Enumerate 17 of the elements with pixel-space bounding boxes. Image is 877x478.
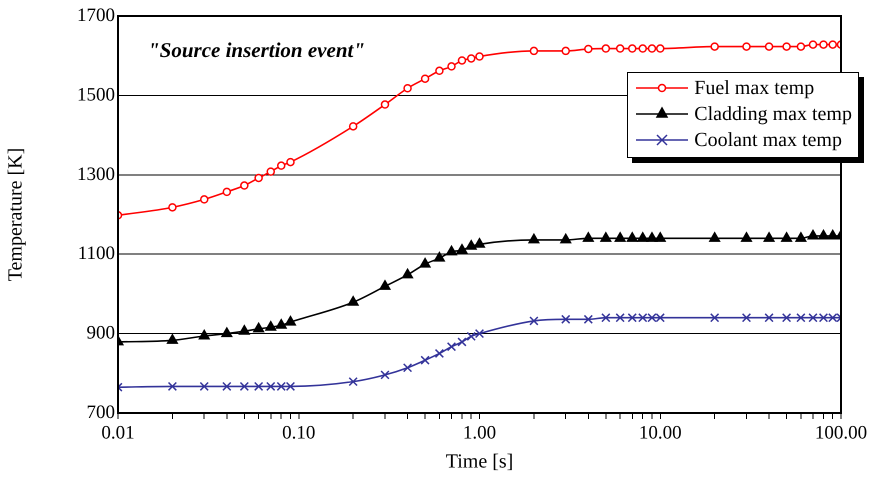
y-tick-label: 1500	[77, 84, 115, 106]
y-tick-label: 700	[86, 402, 115, 423]
legend-label: Cladding max temp	[694, 102, 852, 126]
legend-label: Coolant max temp	[694, 128, 842, 152]
y-tick-label: 900	[86, 322, 115, 344]
y-tick-label: 1300	[77, 164, 115, 185]
y-tick-label: 1700	[77, 4, 115, 26]
x-tick-label: 1.00	[462, 422, 496, 444]
x-tick-label: 0.10	[282, 422, 316, 444]
y-axis-title: Temperature [K]	[4, 148, 26, 282]
x-tick-label: 0.01	[101, 422, 135, 444]
annotation: "Source insertion event"	[148, 38, 365, 63]
y-tick-label: 1100	[78, 243, 115, 264]
legend-label: Fuel max temp	[694, 76, 814, 100]
x-tick-label: 10.00	[638, 422, 682, 444]
x-axis-title: Time [s]	[446, 450, 514, 472]
x-tick-label: 100.00	[814, 422, 868, 444]
